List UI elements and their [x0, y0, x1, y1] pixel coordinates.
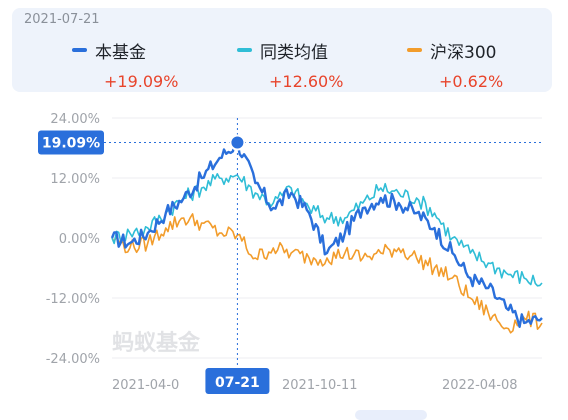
legend-swatch-peer-average: [237, 48, 252, 52]
chart-cursor[interactable]: 19.09% 07-21: [38, 118, 542, 394]
y-tick-label: -24.00%: [46, 352, 100, 367]
series-line-fund: [110, 140, 543, 328]
cursor-x-label: 07-21: [215, 375, 260, 391]
watermark: 蚂蚁基金: [112, 330, 201, 356]
y-axis-ticks: 24.00% 12.00% 0.00% -12.00% -24.00%: [46, 112, 100, 367]
legend-name-peer-average: 同类均值: [260, 42, 328, 63]
y-tick-label: -12.00%: [46, 292, 100, 307]
cursor-x-label-box: [205, 368, 270, 394]
chart-series: [110, 140, 543, 334]
legend-swatch-csi300: [407, 48, 422, 52]
series-line-peer-average: [111, 173, 543, 287]
legend-value-fund: +19.09%: [104, 72, 179, 91]
x-tick-label: 2022-04-08: [442, 378, 518, 393]
y-tick-label: 12.00%: [50, 172, 100, 187]
series-line-csi300: [111, 213, 543, 334]
legend-item-csi300: 沪深300 +0.62%: [407, 38, 503, 91]
legend-name-csi300: 沪深300: [430, 42, 497, 63]
legend-item-peer-average: 同类均值 +12.60%: [237, 38, 343, 91]
legend-item-fund: 本基金 +19.09%: [72, 38, 178, 91]
bottom-scroll-pill[interactable]: [355, 410, 427, 420]
x-tick-label: 2021-04-0: [112, 378, 179, 393]
legend-card: 2021-07-21 本基金 +19.09% 同类均值 +12.60% 沪深30…: [12, 8, 552, 92]
legend-value-csi300: +0.62%: [439, 72, 504, 91]
chart-grid: [112, 117, 542, 359]
cursor-point[interactable]: [229, 134, 246, 151]
x-tick-label: 2021-10-11: [282, 378, 358, 393]
legend-swatch-fund: [72, 48, 87, 52]
legend-date: 2021-07-21: [24, 12, 100, 27]
x-axis-ticks: 2021-04-0 2021-10-11 2022-04-08: [112, 378, 518, 393]
cursor-y-label: 19.09%: [42, 136, 100, 152]
legend-name-fund: 本基金: [95, 42, 146, 63]
y-tick-label: 24.00%: [50, 112, 100, 127]
legend-value-peer-average: +12.60%: [269, 72, 344, 91]
y-tick-label: 0.00%: [59, 232, 100, 247]
cursor-y-label-box: [38, 130, 104, 155]
